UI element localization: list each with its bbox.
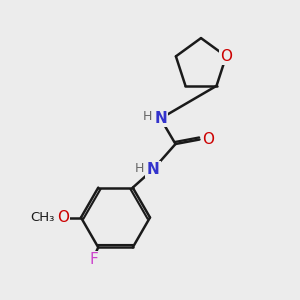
Text: N: N xyxy=(154,111,167,126)
Text: O: O xyxy=(220,49,232,64)
Text: N: N xyxy=(147,162,159,177)
Text: H: H xyxy=(143,110,152,124)
Text: F: F xyxy=(89,253,98,268)
Text: H: H xyxy=(135,161,145,175)
Text: O: O xyxy=(57,210,69,225)
Text: CH₃: CH₃ xyxy=(31,211,55,224)
Text: O: O xyxy=(202,132,214,147)
